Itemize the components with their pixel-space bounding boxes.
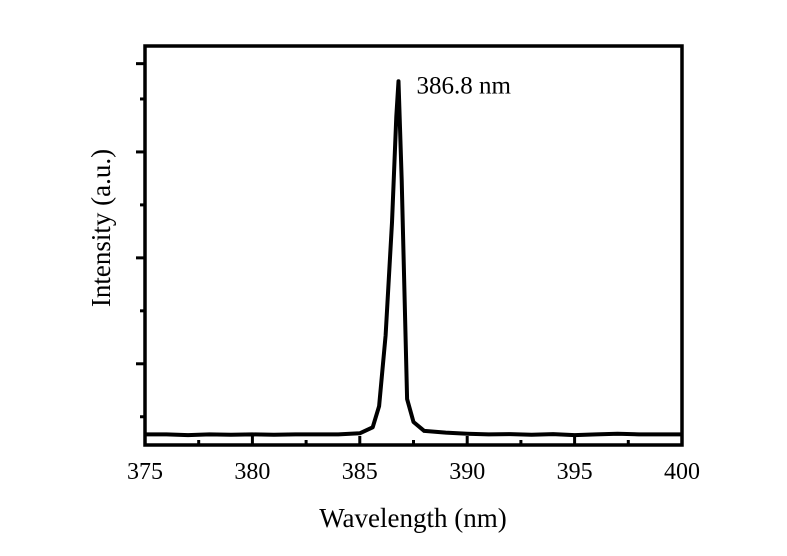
x-tick-label: 390	[449, 459, 485, 485]
y-axis-label: Intensity (a.u.)	[86, 149, 116, 307]
x-tick-label: 395	[557, 459, 593, 485]
x-tick-label: 380	[234, 459, 270, 485]
plot-frame	[143, 44, 684, 447]
peak-annotation: 386.8 nm	[416, 72, 511, 99]
x-axis-label: Wavelength (nm)	[319, 503, 507, 533]
x-tick-label: 375	[127, 459, 163, 485]
x-tick-label: 385	[342, 459, 378, 485]
spectrum-line	[145, 79, 682, 438]
x-tick-label: 400	[664, 459, 700, 485]
x-axis-ticks: 375 380 385 390 395 400	[127, 436, 700, 485]
y-axis-ticks	[136, 62, 145, 419]
